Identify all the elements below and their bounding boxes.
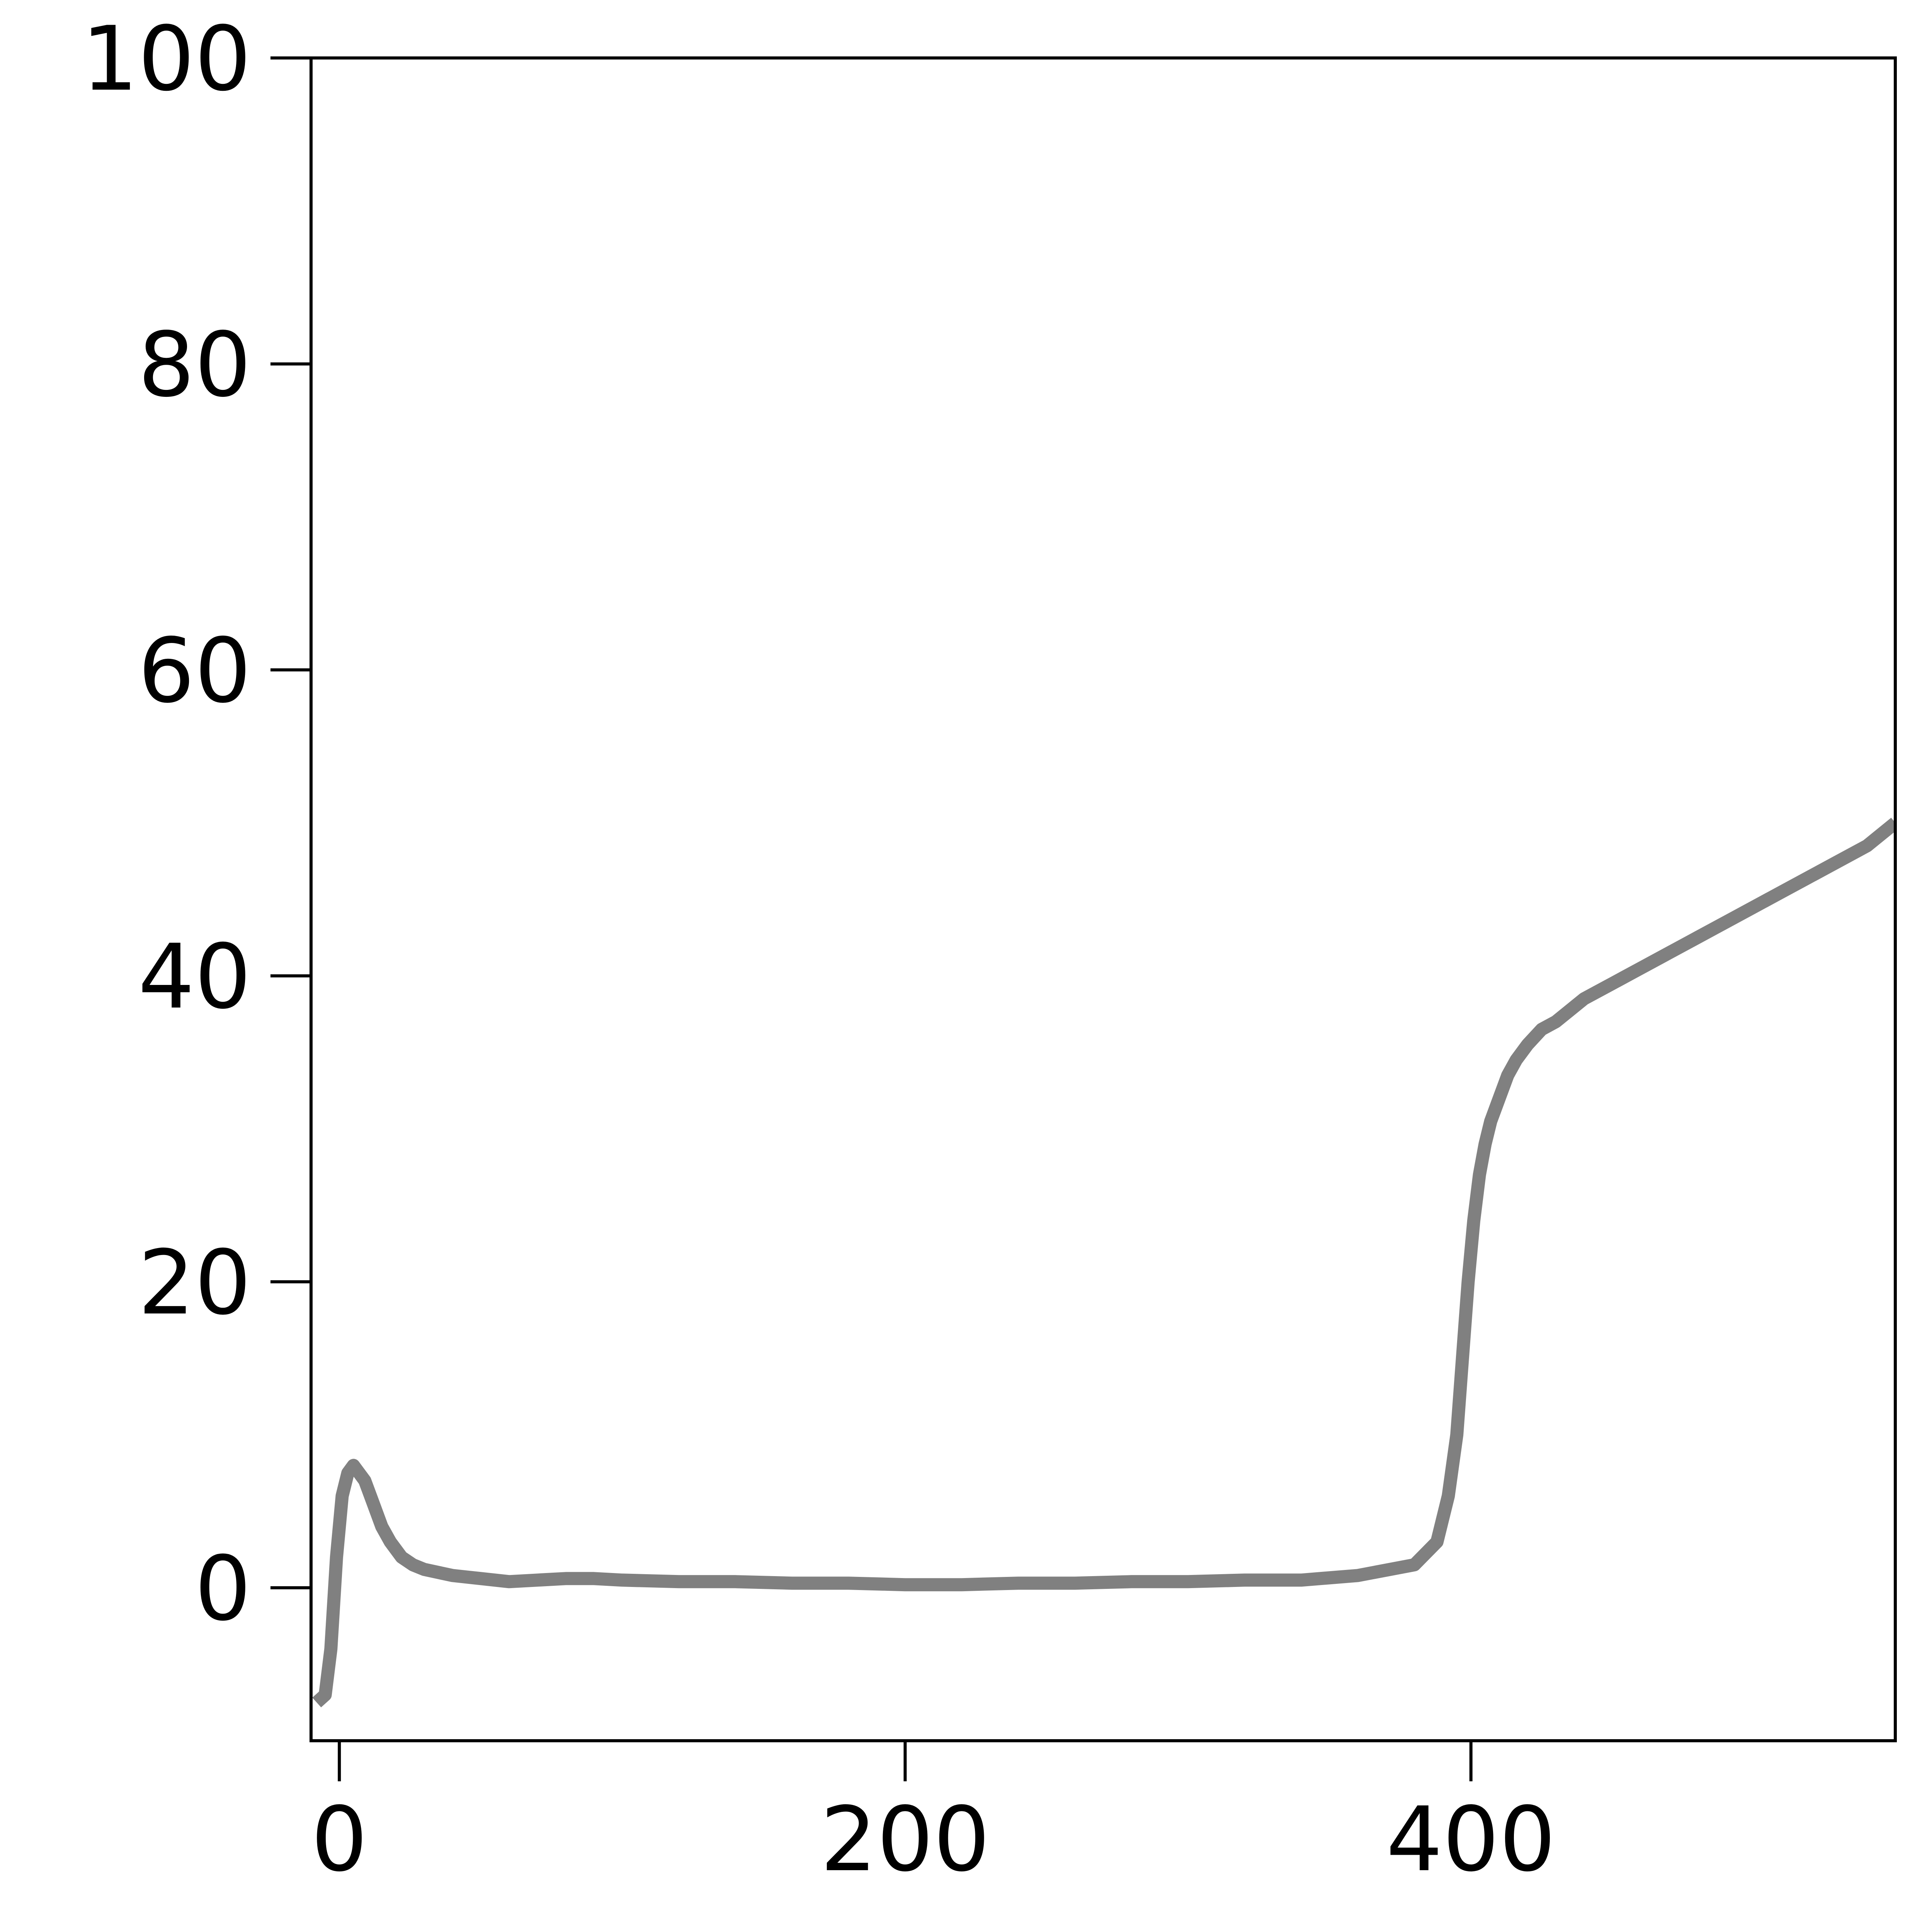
y-tick-label: 0 xyxy=(195,1537,251,1641)
series-line-0 xyxy=(312,818,1895,1708)
y-tick-label: 60 xyxy=(138,620,251,723)
x-axis-ticks: 0 200 400 xyxy=(311,1741,1556,1891)
y-tick-label: 100 xyxy=(82,8,251,111)
plot-frame xyxy=(310,56,1897,1742)
x-tick-label: 400 xyxy=(1386,1788,1556,1891)
x-tick-label: 200 xyxy=(820,1788,990,1891)
y-tick-label: 40 xyxy=(138,925,251,1029)
x-tick-label: 0 xyxy=(311,1788,367,1891)
axes-layer xyxy=(310,56,1897,1742)
y-tick-label: 80 xyxy=(138,314,251,417)
y-axis-ticks: 0 20 40 60 80 100 xyxy=(82,8,311,1641)
series-layer xyxy=(312,818,1895,1708)
y-tick-label: 20 xyxy=(138,1231,251,1335)
